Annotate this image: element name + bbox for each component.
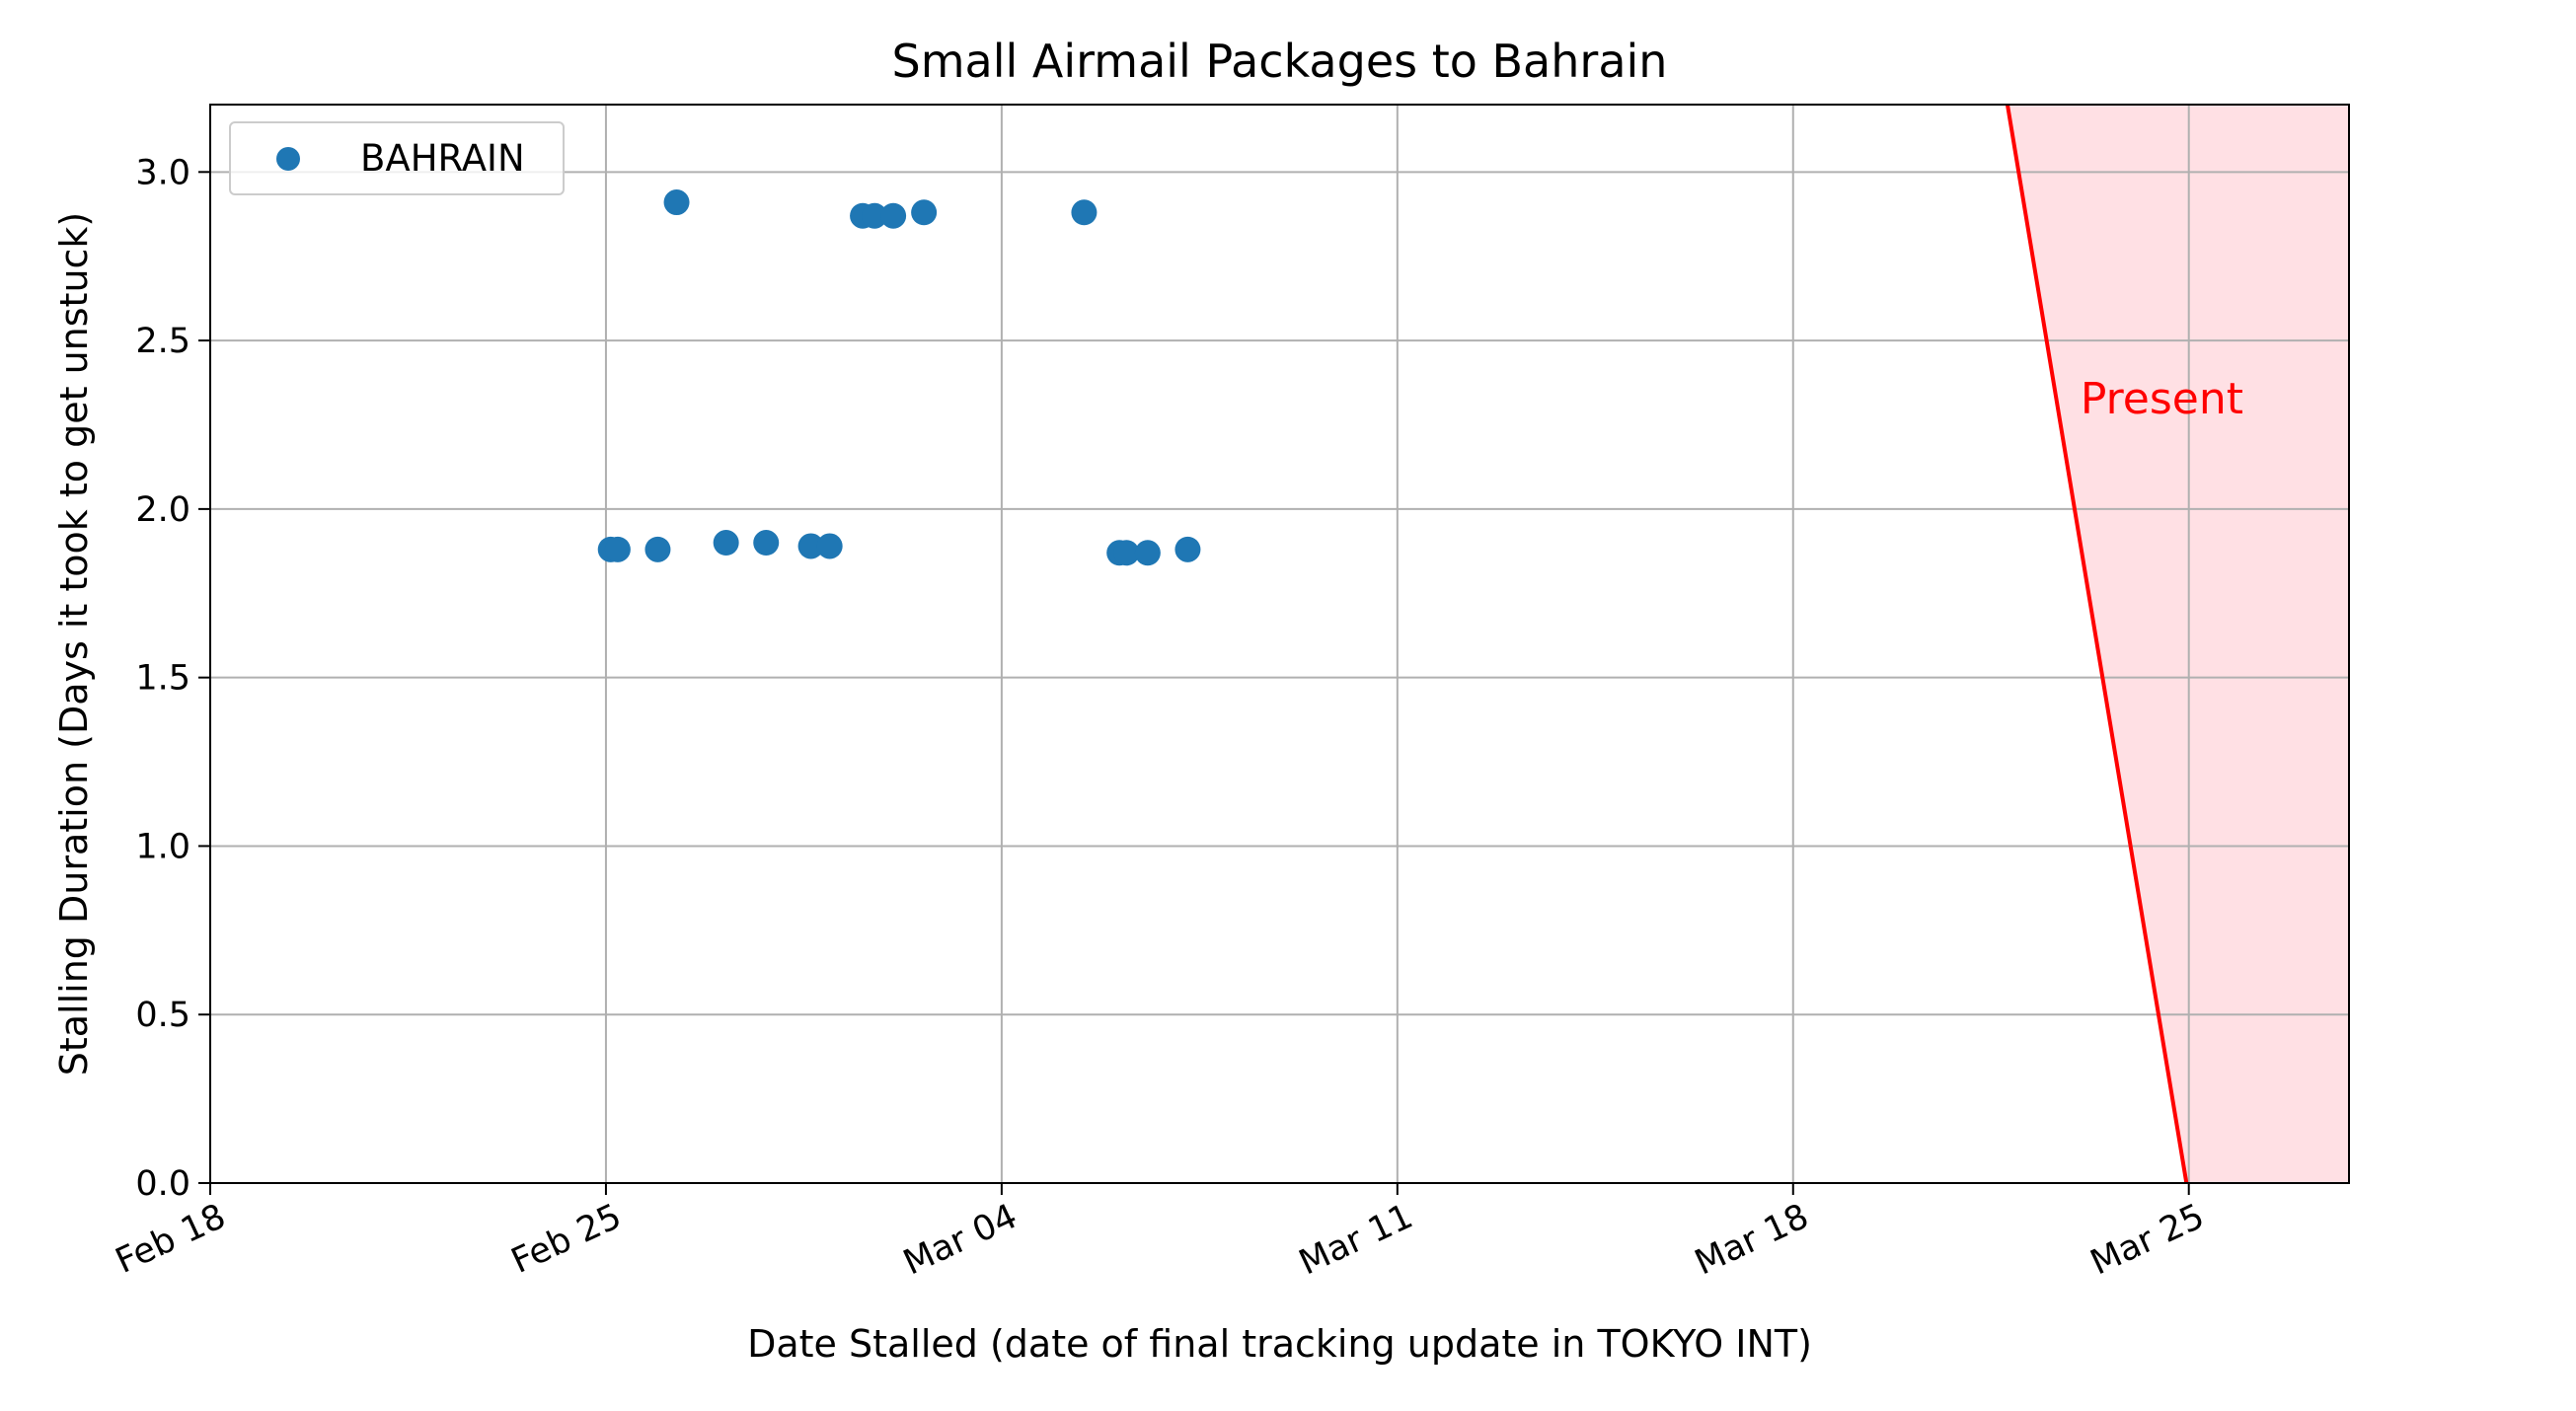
- data-point: [1174, 536, 1201, 562]
- data-point: [753, 530, 780, 557]
- chart-title: Small Airmail Packages to Bahrain: [892, 35, 1668, 88]
- data-point: [911, 199, 938, 226]
- data-point: [604, 536, 631, 562]
- present-shaded-region: [2007, 105, 2349, 1183]
- plot-frame: [209, 104, 2350, 1184]
- data-point: [713, 530, 739, 557]
- y-tick-label: 1.5: [135, 659, 190, 699]
- data-point: [816, 533, 843, 559]
- data-point: [880, 202, 907, 229]
- data-point: [1134, 540, 1161, 566]
- legend-entry-bahrain: BAHRAIN: [360, 137, 525, 180]
- present-annotation: Present: [2081, 374, 2243, 424]
- y-tick-label: 3.0: [135, 153, 190, 192]
- annotation-text-layer: Present: [2081, 374, 2243, 424]
- y-tick-label: 2.0: [135, 490, 190, 530]
- data-point: [644, 536, 671, 562]
- present-line-layer: [2005, 104, 2189, 1184]
- data-point: [1113, 540, 1140, 566]
- y-tick-label: 1.0: [135, 827, 190, 866]
- y-tick-label: 0.5: [135, 996, 190, 1035]
- legend-marker: [276, 147, 300, 171]
- x-axis-label: Date Stalled (date of final tracking upd…: [747, 1322, 1812, 1366]
- present-shaded-region-layer: [2007, 105, 2349, 1183]
- legend: BAHRAIN: [229, 121, 565, 195]
- data-point: [797, 533, 824, 559]
- scatter-points-layer: [597, 189, 1201, 566]
- present-line: [2005, 104, 2189, 1184]
- legend-box: [229, 121, 565, 195]
- y-tick-label: 2.5: [135, 322, 190, 361]
- y-axis-label: Stalling Duration (Days it took to get u…: [52, 212, 96, 1077]
- data-point: [663, 189, 690, 216]
- data-point: [1071, 199, 1098, 226]
- data-point: [862, 202, 888, 229]
- y-tick-label: 0.0: [135, 1164, 190, 1204]
